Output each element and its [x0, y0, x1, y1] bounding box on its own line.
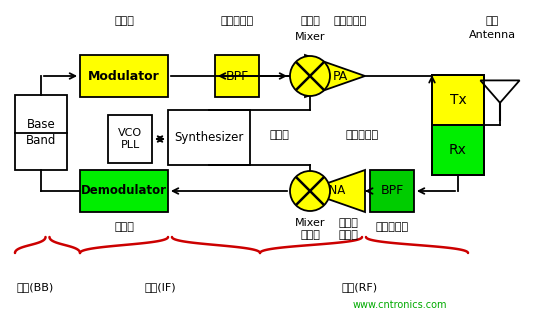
Text: Tx: Tx: [450, 93, 466, 107]
Bar: [432, 75, 484, 175]
Bar: [80, 55, 168, 97]
Text: 帶通濾波器: 帶通濾波器: [221, 16, 253, 26]
Text: BPF: BPF: [380, 184, 404, 197]
Text: Antenna: Antenna: [469, 30, 515, 40]
Text: 放大器: 放大器: [338, 230, 358, 240]
Bar: [168, 110, 250, 165]
Text: Modulator: Modulator: [88, 70, 160, 83]
Text: 基頻(BB): 基頻(BB): [16, 282, 54, 292]
Text: 帶通濾波器: 帶通濾波器: [376, 222, 408, 232]
Bar: [215, 55, 259, 97]
Text: 天線: 天線: [485, 16, 499, 26]
Polygon shape: [305, 170, 365, 212]
Text: 傳送接收器: 傳送接收器: [345, 130, 378, 140]
Bar: [80, 170, 168, 212]
Text: 中頻(IF): 中頻(IF): [144, 282, 176, 292]
Text: Demodulator: Demodulator: [81, 184, 167, 197]
Text: BPF: BPF: [225, 70, 249, 83]
Text: PA: PA: [332, 70, 348, 83]
Bar: [432, 125, 484, 175]
Bar: [432, 75, 484, 125]
Text: 射頻(RF): 射頻(RF): [342, 282, 378, 292]
Polygon shape: [305, 55, 365, 97]
Text: 功率放大器: 功率放大器: [334, 16, 366, 26]
Bar: [15, 95, 67, 170]
Text: 低雜訊: 低雜訊: [338, 218, 358, 228]
Polygon shape: [480, 80, 520, 103]
Text: 混頻器: 混頻器: [300, 16, 320, 26]
Text: Synthesizer: Synthesizer: [174, 131, 244, 144]
Text: LNA: LNA: [323, 184, 346, 197]
Text: Rx: Rx: [449, 143, 467, 157]
Bar: [370, 170, 414, 212]
Circle shape: [290, 171, 330, 211]
Text: Mixer: Mixer: [295, 218, 325, 228]
Text: 合成器: 合成器: [270, 130, 290, 140]
Text: VCO
PLL: VCO PLL: [118, 128, 142, 150]
Text: Mixer: Mixer: [295, 32, 325, 42]
Text: 混頻器: 混頻器: [300, 230, 320, 240]
Text: Base
Band: Base Band: [26, 118, 56, 146]
Circle shape: [290, 56, 330, 96]
Bar: [108, 115, 152, 163]
Text: 調變器: 調變器: [114, 16, 134, 26]
Text: www.cntronics.com: www.cntronics.com: [353, 300, 447, 309]
Text: 解調器: 解調器: [114, 222, 134, 232]
